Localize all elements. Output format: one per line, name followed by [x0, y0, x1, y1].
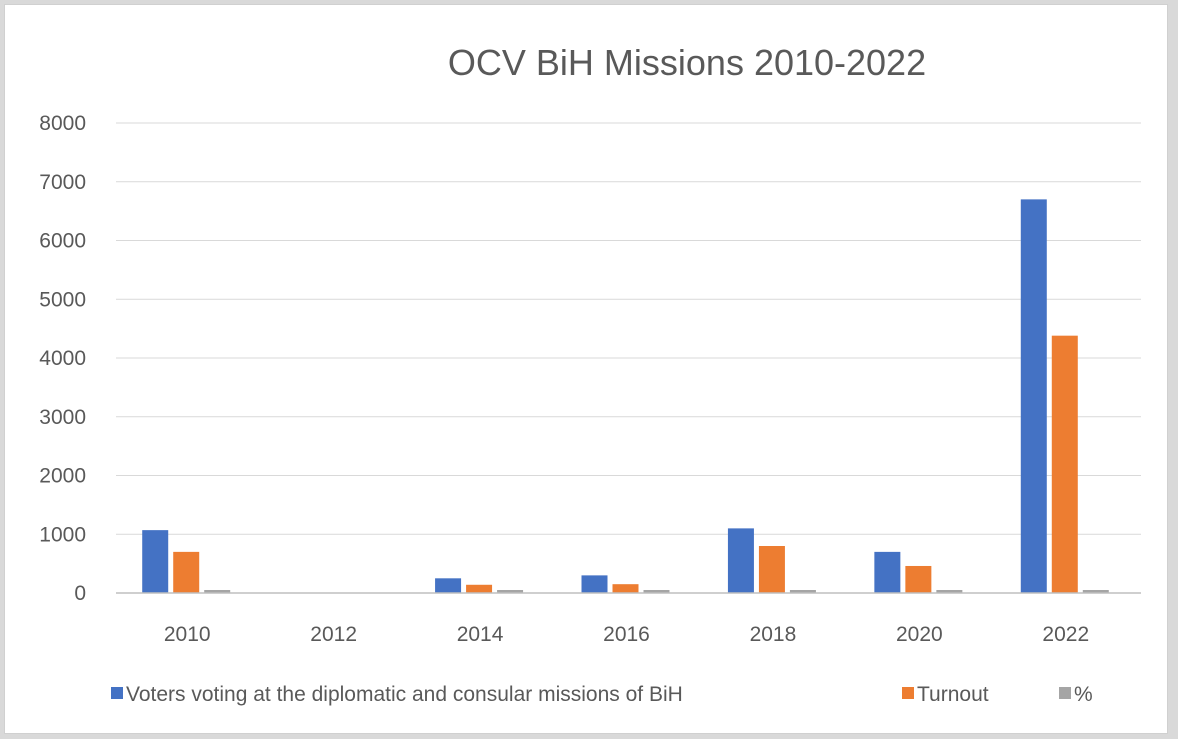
bar-percent	[789, 590, 816, 593]
bar-turnout	[905, 565, 932, 593]
x-tick-label: 2020	[896, 623, 943, 646]
bar-voters	[874, 551, 901, 593]
bar-voters	[435, 578, 462, 593]
chart-frame: OCV BiH Missions 2010-2022 0 1000 2000 3000…	[4, 4, 1168, 734]
bar-voters	[727, 528, 754, 593]
bar-turnout	[758, 546, 785, 593]
y-tick-label: 7000	[39, 171, 86, 194]
bar-turnout	[466, 584, 493, 593]
bar-percent	[204, 590, 231, 593]
bar-voters	[1020, 199, 1047, 593]
legend-label: Turnout	[917, 683, 989, 706]
x-tick-label: 2010	[164, 623, 211, 646]
y-tick-label: 6000	[39, 230, 86, 253]
bar-turnout	[173, 551, 200, 593]
y-tick-label: 4000	[39, 347, 86, 370]
y-tick-label: 8000	[39, 112, 86, 135]
bar-percent	[643, 590, 670, 593]
x-tick-label: 2014	[457, 623, 504, 646]
legend: Voters voting at the diplomatic and cons…	[111, 683, 1093, 706]
y-tick-label: 2000	[39, 465, 86, 488]
bar-percent	[936, 590, 963, 593]
y-tick-label: 1000	[39, 523, 86, 546]
bar-voters	[581, 575, 608, 593]
bars	[142, 199, 1109, 593]
legend-swatch	[902, 687, 914, 699]
y-tick-label: 0	[74, 582, 86, 605]
y-tick-label: 5000	[39, 288, 86, 311]
bar-turnout	[1051, 335, 1078, 593]
bar-voters	[142, 530, 169, 593]
y-axis-tick-labels: 0 1000 2000 3000 4000 5000 6000 7000 8000	[39, 112, 86, 605]
y-tick-label: 3000	[39, 406, 86, 429]
bar-chart: OCV BiH Missions 2010-2022 0 1000 2000 3000…	[39, 42, 1141, 706]
bar-turnout	[612, 584, 639, 593]
legend-swatch	[111, 687, 123, 699]
x-tick-label: 2018	[750, 623, 797, 646]
legend-label: Voters voting at the diplomatic and cons…	[126, 683, 683, 706]
x-tick-label: 2016	[603, 623, 650, 646]
legend-label: %	[1074, 683, 1093, 706]
x-axis-tick-labels: 2010 2012 2014 2016 2018 2020 2022	[164, 623, 1089, 646]
x-tick-label: 2012	[310, 623, 357, 646]
bar-percent	[1082, 590, 1109, 593]
x-tick-label: 2022	[1042, 623, 1089, 646]
chart-title: OCV BiH Missions 2010-2022	[448, 42, 926, 83]
legend-swatch	[1059, 687, 1071, 699]
gridlines	[116, 122, 1141, 535]
bar-percent	[497, 590, 524, 593]
